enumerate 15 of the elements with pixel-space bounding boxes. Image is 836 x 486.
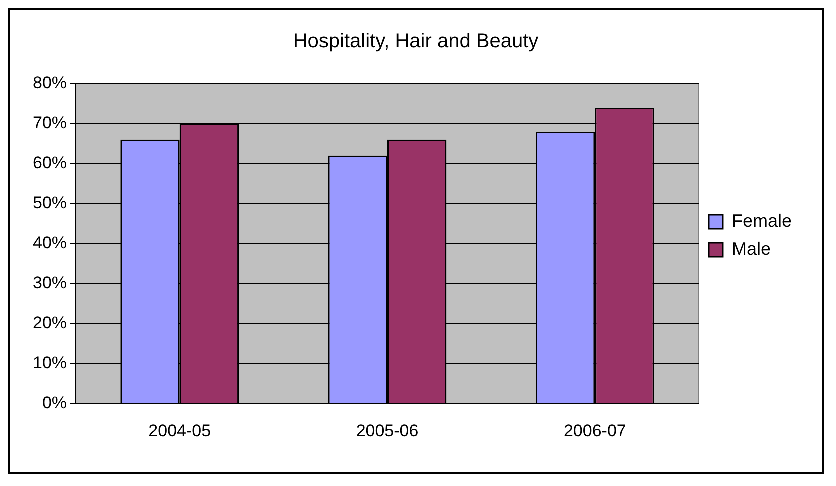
x-tick-label: 2006-07 [564, 421, 626, 440]
y-tick-label: 70% [32, 114, 68, 133]
y-tick-label: 20% [32, 313, 68, 332]
y-tick-label: 80% [32, 74, 68, 93]
chart-title: Hospitality, Hair and Beauty [293, 30, 539, 53]
x-tick-label: 2005-06 [356, 421, 419, 440]
legend-label: Female [732, 210, 792, 231]
y-tick-label: 50% [32, 194, 68, 213]
y-tick-label: 60% [32, 154, 68, 173]
y-tick-label: 0% [42, 393, 68, 412]
legend-label: Male [732, 238, 771, 259]
y-tick-label: 10% [32, 353, 68, 372]
y-tick-label: 30% [32, 273, 68, 292]
y-tick-label: 40% [32, 233, 68, 252]
x-tick-label: 2004-05 [148, 421, 212, 440]
